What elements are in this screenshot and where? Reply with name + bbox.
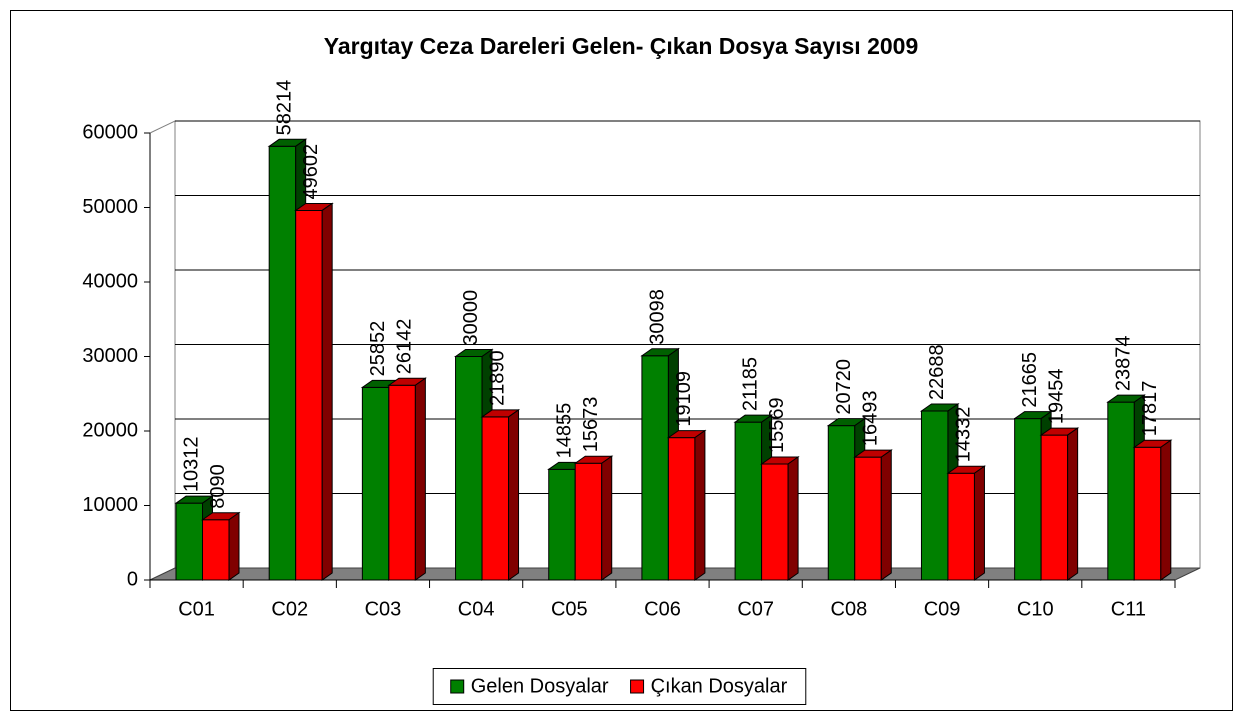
bar-side (508, 408, 520, 581)
data-label: 19454 (1046, 368, 1068, 424)
bar (853, 449, 893, 581)
bar-front (641, 355, 669, 581)
bar (760, 456, 800, 581)
bar (666, 429, 707, 581)
bar-front (388, 384, 416, 581)
data-label: 20720 (833, 359, 855, 415)
bar-side (880, 449, 892, 581)
bar-front (268, 145, 297, 581)
data-label: 26142 (393, 319, 415, 375)
data-label: 17817 (1139, 381, 1161, 437)
bar-front (761, 463, 789, 581)
bar-front (481, 416, 510, 581)
bar (200, 511, 241, 581)
bar-side (973, 465, 985, 581)
legend: Gelen Dosyalar Çıkan Dosyalar (432, 668, 807, 705)
data-label: 10312 (181, 437, 203, 493)
y-tick-label: 50000 (82, 196, 138, 218)
x-tick-label: C10 (1017, 598, 1054, 620)
data-label: 58214 (274, 80, 296, 136)
data-label: 15569 (766, 397, 788, 453)
side-wall (149, 120, 176, 581)
data-label: 22688 (926, 344, 948, 400)
bar (1132, 439, 1173, 581)
bar-side (414, 377, 426, 581)
bar-side (321, 202, 333, 581)
legend-label: Gelen Dosyalar (471, 675, 609, 697)
bar-front (574, 462, 603, 581)
x-tick-label: C07 (737, 598, 774, 620)
bar-front (827, 425, 856, 581)
y-tick-label: 30000 (82, 345, 138, 367)
bar-front (854, 456, 882, 581)
data-label: 14332 (952, 407, 974, 463)
data-label: 23874 (1112, 336, 1134, 392)
bar-side (1160, 439, 1172, 581)
bar-front (920, 410, 949, 581)
data-label: 30000 (460, 290, 482, 346)
bar-front (947, 472, 975, 581)
legend-box (432, 668, 807, 705)
data-label: 19109 (673, 371, 695, 427)
x-tick-label: C08 (831, 598, 868, 620)
data-label: 16493 (859, 391, 881, 447)
bar-front (1133, 446, 1162, 581)
x-tick-label: C02 (271, 598, 308, 620)
bar-front (202, 519, 230, 581)
bar-front (455, 356, 483, 581)
legend-swatch (630, 679, 645, 694)
x-tick-label: C09 (924, 598, 961, 620)
bar-front (1040, 434, 1069, 581)
x-tick-label: C11 (1111, 598, 1146, 620)
bar (1039, 427, 1080, 581)
x-tick-label: C06 (644, 598, 681, 620)
y-tick-label: 60000 (82, 121, 138, 143)
bar-front (1014, 418, 1042, 581)
bar (294, 202, 334, 581)
y-tick-label: 0 (127, 568, 138, 590)
x-tick-label: C03 (365, 598, 402, 620)
data-label: 21890 (487, 350, 509, 406)
x-tick-label: C05 (551, 598, 588, 620)
chart-title: Yargıtay Ceza Dareleri Gelen- Çıkan Dosy… (324, 33, 919, 59)
data-label: 25852 (367, 321, 389, 377)
bar-front (361, 386, 390, 581)
bar-side (694, 429, 706, 581)
data-label: 14855 (553, 403, 575, 459)
y-tick-label: 40000 (82, 270, 138, 292)
y-tick-label: 10000 (82, 494, 138, 516)
x-tick-label: C01 (178, 598, 215, 620)
bar (946, 465, 987, 581)
bar (573, 455, 614, 581)
bar-front (734, 421, 763, 581)
bar (480, 408, 521, 581)
x-tick-label: C04 (458, 598, 495, 620)
bar-side (1067, 427, 1079, 581)
bar-front (295, 209, 323, 581)
data-label: 30098 (646, 289, 668, 345)
bar-front (1107, 401, 1135, 581)
legend-label: Çıkan Dosyalar (651, 675, 788, 697)
bar-front (175, 502, 203, 581)
legend-swatch (450, 679, 465, 694)
data-label: 8090 (207, 464, 229, 509)
bar-front (667, 437, 696, 581)
bar (387, 377, 427, 581)
data-label: 15673 (580, 397, 602, 453)
bar-side (228, 511, 240, 581)
bar-side (787, 456, 799, 581)
y-tick-label: 20000 (82, 419, 138, 441)
data-label: 49602 (300, 144, 322, 200)
bar-front (548, 468, 576, 581)
data-label: 21665 (1019, 352, 1041, 408)
data-label: 21185 (740, 357, 762, 411)
bar-side (601, 455, 613, 581)
